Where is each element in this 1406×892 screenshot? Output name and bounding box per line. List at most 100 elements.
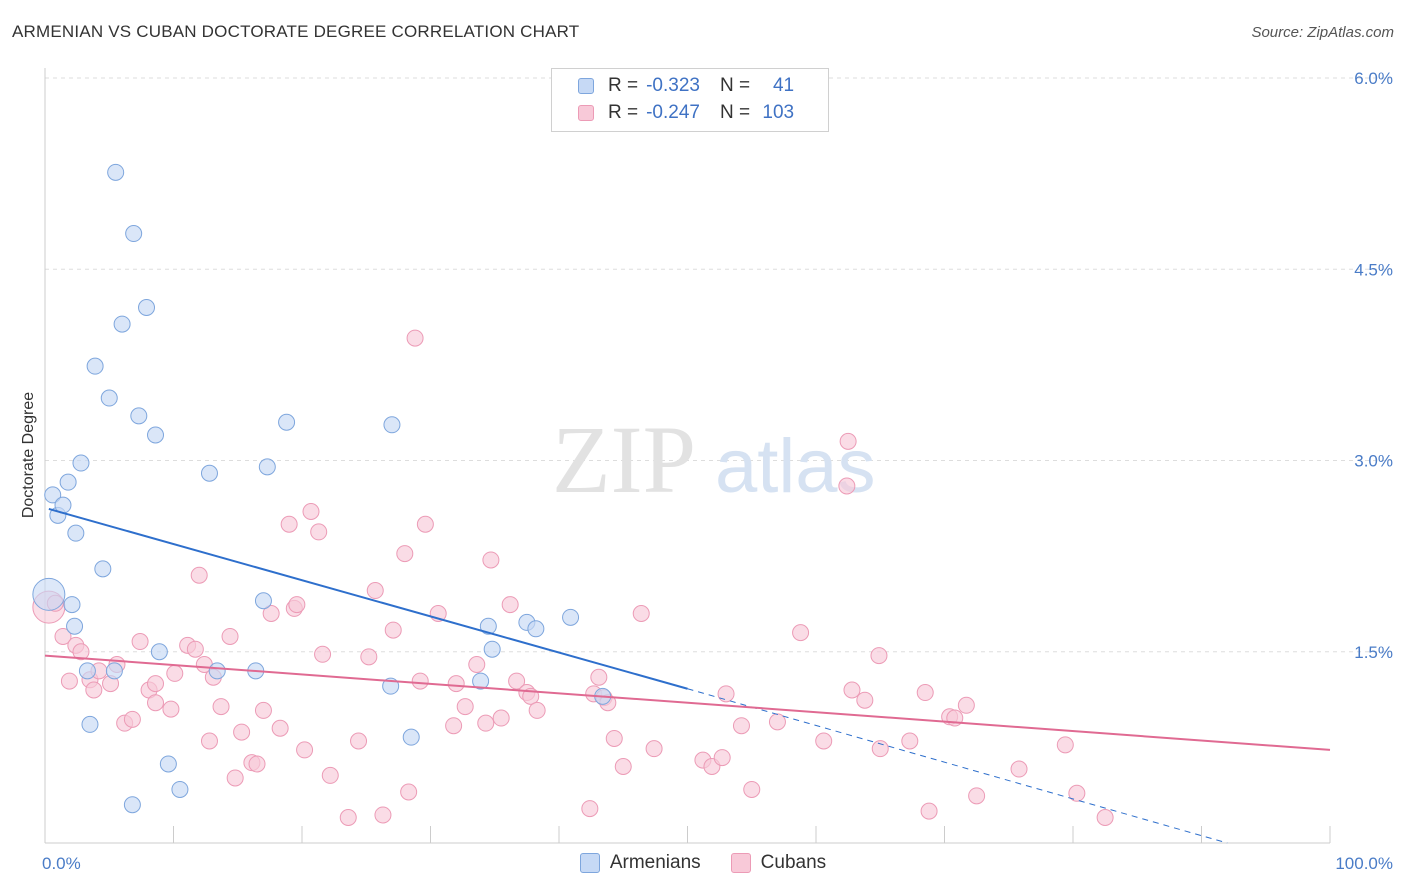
data-point: [113, 315, 131, 333]
y-tick-label: 3.0%: [1354, 452, 1393, 471]
data-point: [614, 758, 632, 775]
r-label: R =: [608, 102, 639, 123]
data-point: [1056, 736, 1074, 754]
data-point: [339, 809, 357, 826]
n-label: N =: [719, 102, 751, 123]
data-point: [605, 729, 623, 747]
data-point: [125, 225, 143, 243]
legend-row-cubans: R = -0.247 N = 103: [578, 101, 794, 125]
data-point: [1010, 760, 1028, 778]
armenians-swatch: [578, 78, 594, 94]
data-point: [492, 709, 510, 727]
data-point: [296, 741, 314, 759]
data-point: [186, 640, 204, 658]
data-point: [901, 732, 919, 750]
data-point: [254, 701, 272, 719]
data-point: [138, 299, 156, 316]
data-point: [713, 749, 731, 767]
data-point: [360, 648, 378, 666]
data-point: [447, 675, 465, 693]
data-point: [94, 560, 112, 578]
data-point: [590, 668, 608, 686]
data-point: [645, 740, 663, 758]
x-tick-label: 0.0%: [42, 854, 81, 873]
data-point: [60, 672, 78, 690]
data-point: [383, 416, 401, 434]
data-point: [212, 698, 230, 716]
data-point: [63, 596, 81, 614]
data-point: [732, 717, 750, 735]
data-point: [843, 681, 861, 699]
data-point: [477, 714, 495, 732]
series-legend: Armenians Cubans: [0, 852, 1406, 874]
data-point: [159, 755, 177, 773]
data-point: [105, 662, 123, 680]
trend-line-armenians: [48, 507, 688, 690]
source-label: Source: ZipAtlas.com: [1251, 24, 1394, 41]
n-value: 41: [772, 75, 795, 96]
data-point: [957, 696, 975, 714]
n-label: N =: [719, 75, 751, 96]
data-point: [54, 627, 72, 645]
data-point: [482, 551, 500, 569]
data-point: [130, 407, 148, 425]
data-point: [123, 710, 141, 728]
data-point: [107, 163, 125, 181]
data-point: [200, 464, 218, 482]
legend-item-cubans[interactable]: Cubans: [730, 852, 827, 874]
data-point: [768, 713, 786, 731]
data-point: [968, 787, 986, 805]
series-armenians: [32, 163, 612, 814]
data-point: [280, 515, 298, 533]
data-point: [248, 755, 266, 773]
legend-label-armenians: Armenians: [609, 852, 701, 873]
data-point: [406, 329, 424, 347]
data-point: [147, 694, 165, 712]
y-tick-label: 4.5%: [1354, 260, 1393, 279]
x-tick-label: 100.0%: [1335, 854, 1393, 873]
n-value: 103: [762, 102, 795, 123]
data-point: [171, 780, 189, 798]
data-point: [402, 728, 420, 746]
series-cubans: [32, 329, 1114, 826]
data-point: [374, 806, 392, 824]
data-point: [100, 389, 118, 407]
data-point: [131, 633, 149, 651]
data-point: [839, 432, 857, 450]
legend-item-armenians[interactable]: Armenians: [579, 852, 701, 874]
data-point: [870, 647, 888, 665]
data-point: [581, 800, 599, 818]
data-point: [479, 617, 497, 635]
data-point: [411, 672, 429, 690]
data-point: [321, 766, 339, 784]
data-point: [396, 545, 414, 563]
data-point: [920, 802, 938, 820]
data-point: [123, 796, 141, 814]
data-point: [233, 723, 251, 741]
data-point: [44, 486, 62, 504]
data-point: [632, 605, 650, 622]
data-point: [147, 675, 165, 693]
tick-labels: 1.5% 3.0% 4.5% 6.0% 0.0% 100.0%: [42, 69, 1393, 873]
data-point: [314, 645, 332, 663]
watermark-zip: ZIP: [552, 406, 696, 513]
y-tick-label: 6.0%: [1354, 69, 1393, 88]
data-point: [85, 681, 103, 699]
data-point: [445, 717, 463, 735]
data-point: [472, 672, 490, 690]
data-point: [871, 740, 889, 758]
data-point: [81, 715, 99, 733]
trend-lines: [44, 507, 1331, 844]
data-point: [262, 605, 280, 622]
data-point: [302, 503, 320, 520]
data-point: [527, 620, 545, 638]
legend-label-cubans: Cubans: [760, 852, 827, 873]
data-point: [200, 732, 218, 750]
data-point: [288, 596, 306, 614]
legend-row-armenians: R = -0.323 N = 41: [578, 74, 794, 98]
data-point: [1068, 784, 1086, 802]
data-point: [916, 684, 934, 702]
data-point: [366, 582, 384, 600]
data-point: [310, 523, 328, 541]
